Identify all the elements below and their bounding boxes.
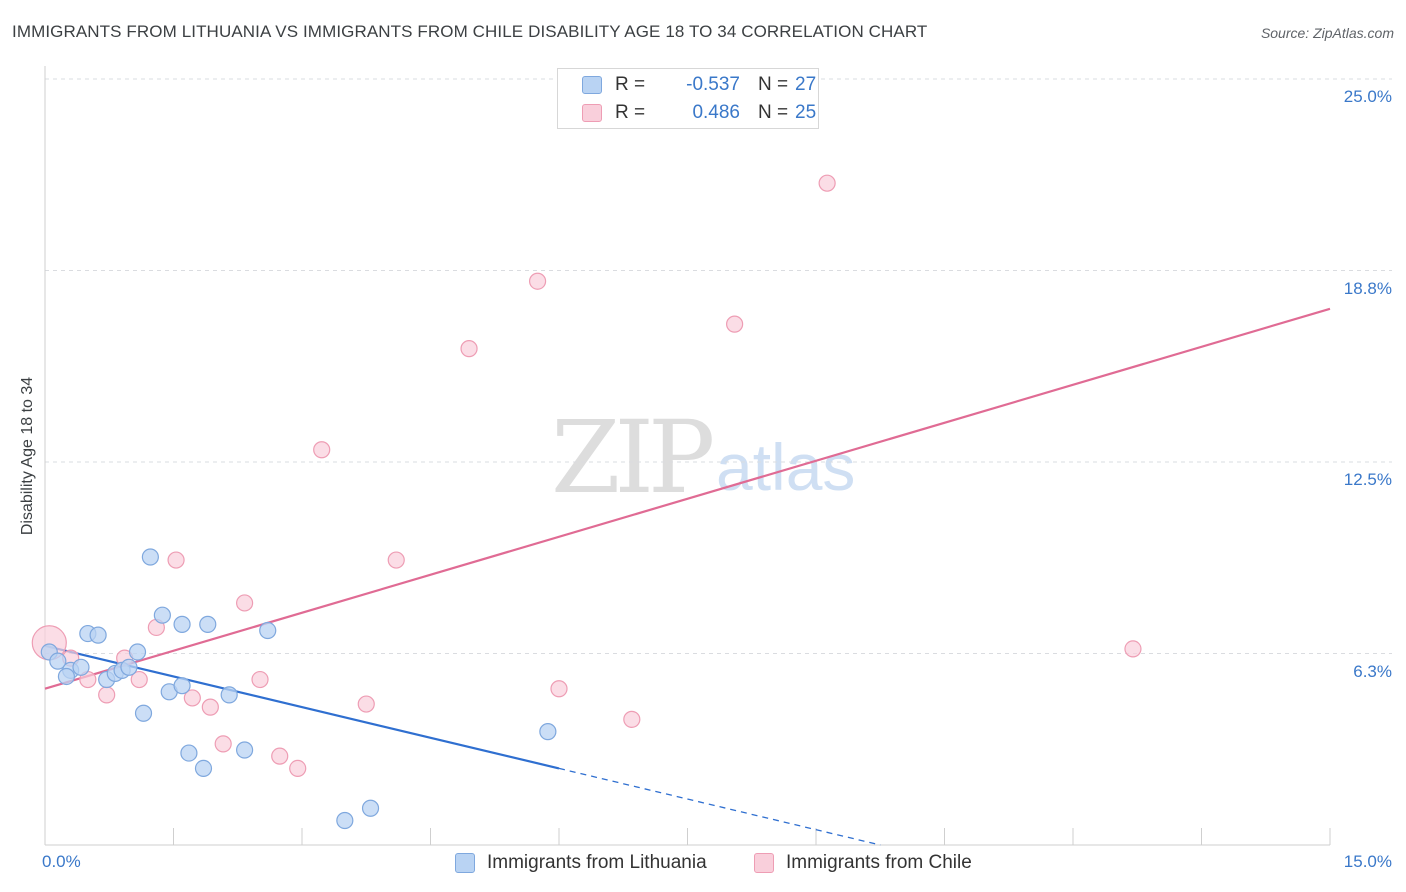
data-point-chile	[183, 689, 201, 707]
data-point-chile	[387, 551, 405, 569]
watermark-atlas: atlas	[716, 430, 855, 504]
y-axis-label: Disability Age 18 to 34	[19, 376, 36, 536]
data-point-chile	[167, 551, 185, 569]
correlation-legend: R = -0.537 N = 27 R = 0.486 N = 25	[557, 68, 819, 129]
data-point-lithuania	[120, 658, 138, 676]
trend-lines	[44, 307, 1331, 846]
n-label: N =	[758, 74, 789, 95]
n-value-lithuania: 27	[795, 74, 817, 95]
data-point-chile	[528, 272, 547, 290]
chile-swatch	[754, 853, 774, 873]
data-point-chile	[460, 340, 478, 358]
y-tick-label: 25.0%	[1343, 87, 1392, 106]
r-label: R =	[615, 102, 646, 123]
data-point-chile	[289, 759, 307, 778]
data-point-chile	[214, 735, 232, 753]
data-point-lithuania	[72, 658, 90, 676]
r-label: R =	[615, 74, 646, 95]
trend-line-lithuania-extension	[558, 767, 881, 846]
y-tick-label: 6.3%	[1353, 661, 1392, 681]
data-point-lithuania	[153, 606, 171, 624]
data-point-chile	[313, 441, 331, 459]
data-point-lithuania	[180, 744, 198, 762]
data-point-chile	[1124, 640, 1142, 658]
data-point-chile	[130, 670, 148, 689]
gridlines	[45, 78, 1392, 654]
source-credit: Source: ZipAtlas.com	[1260, 25, 1394, 41]
lithuania-swatch	[582, 76, 602, 94]
series-lithuania-points	[40, 548, 557, 830]
chart-title: IMMIGRANTS FROM LITHUANIA VS IMMIGRANTS …	[12, 22, 928, 41]
trend-line-chile	[44, 307, 1331, 690]
chile-swatch	[582, 104, 602, 122]
data-point-lithuania	[173, 677, 191, 695]
data-point-lithuania	[236, 741, 254, 759]
x-tick-label-min: 0.0%	[42, 852, 81, 871]
data-point-lithuania	[539, 723, 557, 741]
y-tick-label: 18.8%	[1343, 278, 1392, 298]
data-point-chile	[550, 680, 568, 698]
watermark-zip: ZIP	[551, 399, 712, 516]
y-tick-label: 12.5%	[1343, 470, 1392, 489]
data-point-lithuania	[259, 621, 277, 640]
r-value-lithuania: -0.537	[686, 74, 740, 95]
data-point-lithuania	[194, 759, 213, 778]
data-point-lithuania	[89, 626, 107, 644]
data-point-chile	[726, 315, 744, 333]
n-value-chile: 25	[795, 102, 817, 123]
n-label: N =	[758, 102, 789, 123]
legend-label-chile: Immigrants from Chile	[786, 852, 972, 873]
data-point-lithuania	[57, 667, 76, 686]
data-point-chile	[623, 710, 641, 728]
data-point-lithuania	[134, 704, 153, 722]
data-point-chile	[818, 174, 836, 192]
legend-label-lithuania: Immigrants from Lithuania	[487, 852, 707, 873]
lithuania-swatch	[455, 853, 475, 873]
data-point-chile	[357, 695, 375, 713]
data-point-chile	[98, 686, 116, 704]
data-point-lithuania	[173, 615, 191, 633]
data-point-lithuania	[361, 799, 380, 817]
data-point-lithuania	[220, 686, 238, 704]
data-point-chile	[251, 670, 269, 689]
x-tick-label-max: 15.0%	[1343, 852, 1392, 871]
data-point-lithuania	[199, 615, 217, 633]
data-point-chile	[201, 698, 219, 716]
data-point-lithuania	[128, 643, 147, 661]
data-point-lithuania	[336, 811, 354, 830]
axes	[44, 66, 1331, 846]
r-value-chile: 0.486	[692, 102, 740, 123]
data-point-chile	[236, 594, 254, 612]
data-point-lithuania	[141, 548, 159, 566]
data-point-lithuania	[49, 652, 67, 670]
data-point-chile	[271, 747, 289, 765]
